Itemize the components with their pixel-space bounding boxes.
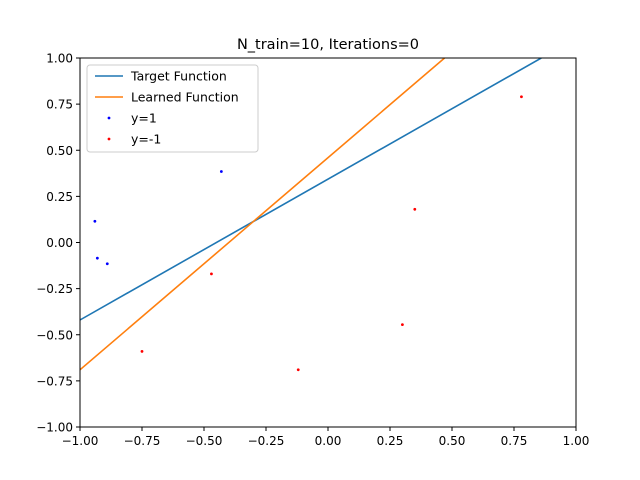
scatter-points	[93, 95, 523, 372]
y-tick-label: 0.75	[46, 98, 73, 112]
point-y-eq-neg1-0	[140, 349, 144, 353]
y-tick-label: 0.50	[46, 144, 73, 158]
legend-swatch-dot	[107, 116, 111, 120]
point-y-eq-neg1-4	[413, 207, 417, 211]
legend-label: y=-1	[131, 132, 161, 147]
x-tick-label: 0.00	[315, 434, 342, 448]
series-lines	[80, 58, 542, 371]
x-tick-label: −1.00	[62, 434, 99, 448]
legend-label: y=1	[131, 111, 157, 126]
point-y-eqneg1-0	[93, 219, 97, 223]
y-tick-label: −1.00	[36, 421, 73, 435]
chart-title: N_train=10, Iterations=0	[237, 37, 419, 53]
y-tick-label: 1.00	[46, 52, 73, 66]
y-tick-label: −0.75	[36, 374, 73, 388]
y-axis: −1.00 −0.75 −0.50 −0.25 0.00 0.25 0.50 0.75 1.00	[36, 52, 80, 435]
point-y-eq-neg1-5	[520, 95, 523, 99]
point-y-eq-neg1-3	[401, 323, 404, 327]
point-y-eqneg1-2	[105, 262, 109, 266]
x-tick-label: 0.75	[501, 434, 528, 448]
x-tick-label: −0.75	[124, 434, 161, 448]
y-tick-label: −0.50	[36, 328, 73, 342]
series-line-learned-function	[80, 58, 446, 371]
x-tick-label: −0.50	[186, 434, 223, 448]
point-y-eqneg1-1	[95, 256, 99, 260]
point-y-eqneg1-3	[219, 170, 223, 173]
point-y-eq-neg1-2	[296, 368, 300, 372]
legend: Target Function Learned Function y=1 y=-1	[86, 64, 259, 153]
legend-swatch-dot	[107, 137, 111, 141]
x-axis: −1.00 −0.75 −0.50 −0.25 0.00 0.25 0.50 0.75 1.00	[62, 427, 590, 448]
legend-label: Learned Function	[131, 90, 239, 105]
x-tick-label: 0.25	[377, 434, 404, 448]
legend-box	[86, 64, 259, 153]
y-tick-label: 0.25	[46, 190, 73, 204]
point-y-eq-neg1-1	[210, 272, 213, 276]
series-line-target-function	[80, 58, 542, 321]
legend-label: Target Function	[130, 69, 227, 84]
x-tick-label: −0.25	[248, 434, 285, 448]
y-tick-label: −0.25	[36, 282, 73, 296]
x-tick-label: 0.50	[439, 434, 466, 448]
x-tick-label: 1.00	[563, 434, 590, 448]
y-tick-label: 0.00	[46, 236, 73, 250]
